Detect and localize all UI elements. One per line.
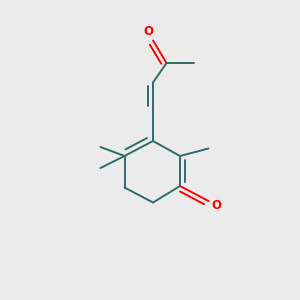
Text: O: O: [211, 199, 221, 212]
Text: O: O: [143, 25, 154, 38]
